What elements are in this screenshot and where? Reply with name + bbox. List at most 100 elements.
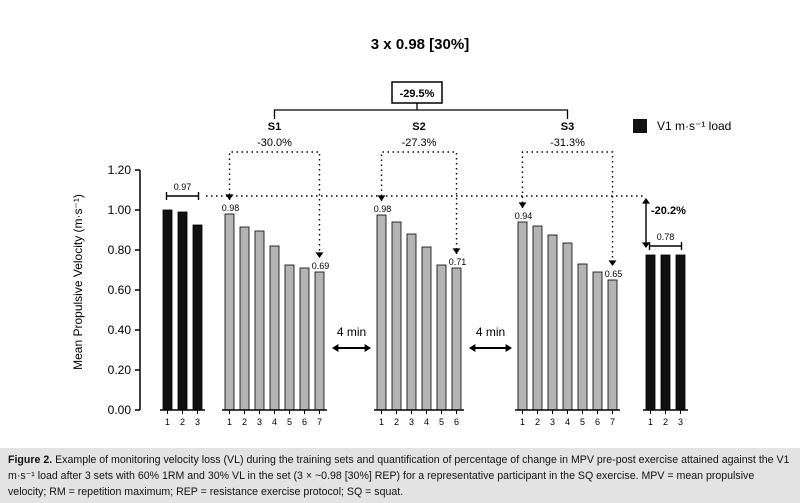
x-tick-label: 1 [165,417,170,427]
annotations-layer: S1 -30.0% 0.98 0.69 S2 -27.3% 0.98 0.71 S3 -31.3%… [165,103,686,352]
bar [314,271,325,411]
x-tick-label: 5 [439,417,444,427]
set-change-label: -30.0% [257,137,292,149]
bar [224,213,235,411]
arrow-head [505,344,512,352]
x-tick-label: 5 [287,417,292,427]
set-change-label: -31.3% [550,137,585,149]
bar [547,234,558,411]
x-tick-label: 5 [580,417,585,427]
legend-label: V1 m·s⁻¹ load [657,119,731,133]
x-tick-label: 2 [394,417,399,427]
bar [562,242,573,411]
arrow-head [642,198,650,204]
arrow-head [332,344,339,352]
bar [177,211,188,411]
bar [421,246,432,411]
first-rep-value: 0.98 [374,204,392,214]
arrow-head [315,252,324,258]
bar [517,221,528,411]
y-tick-label: 1.20 [108,163,132,177]
x-tick-label: 3 [195,417,200,427]
bar [577,263,588,411]
x-tick-label: 4 [272,417,277,427]
bar [406,233,417,411]
legend-swatch [633,119,647,133]
x-tick-label: 1 [227,417,232,427]
set-change-bracket [380,151,458,254]
x-tick-label: 4 [565,417,570,427]
bar [645,254,656,411]
y-tick-label: 0.20 [108,363,132,377]
bar [660,254,671,411]
mean-bracket [165,192,200,200]
x-tick-label: 7 [317,417,322,427]
x-tick-label: 6 [454,417,459,427]
first-rep-value: 0.94 [515,211,533,221]
bar [607,279,618,411]
x-tick-label: 3 [550,417,555,427]
bar [376,214,387,411]
x-tick-label: 2 [180,417,185,427]
bar [391,221,402,411]
x-tick-label: 6 [302,417,307,427]
mean-label: 0.78 [657,232,675,242]
x-tick-label: 1 [520,417,525,427]
set-label: S2 [412,121,425,133]
overall-bracket [273,109,569,119]
bar [269,245,280,411]
mean-bracket [648,242,683,250]
bar [532,225,543,411]
bar [675,254,686,411]
x-tick-label: 7 [610,417,615,427]
set-change-label: -27.3% [402,137,437,149]
x-tick-label: 1 [379,417,384,427]
caption-label: Figure 2. [8,454,53,466]
first-rep-value: 0.98 [222,203,240,213]
y-tick-label: 0.60 [108,283,132,297]
arrow-head [364,344,371,352]
set-change-bracket [228,151,321,258]
pre-post-change-label: -20.2% [651,205,686,217]
x-tick-label: 4 [424,417,429,427]
bar [162,209,173,411]
y-axis-label: Mean Propulsive Velocity (m·s⁻¹) [71,194,85,370]
arrow-head [642,242,650,248]
bar [239,226,250,411]
overall-change-label: -29.5% [400,88,435,100]
x-tick-label: 3 [409,417,414,427]
overall-change-box [391,81,443,104]
caption-text: Example of monitoring velocity loss (VL)… [8,454,790,498]
chart-title: 3 x 0.98 [30%] [371,36,469,53]
set-label: S3 [561,121,574,133]
velocity-chart: 3 x 0.98 [30%] 0.00 0.20 0.40 0.60 0.80 1.00 1… [71,36,731,427]
y-tick-label: 0.80 [108,243,132,257]
x-tick-label: 1 [648,417,653,427]
y-tick-label: 0.00 [108,403,132,417]
arrow-head [469,344,476,352]
x-tick-label: 3 [257,417,262,427]
mean-label: 0.97 [174,182,192,192]
bar [299,267,310,411]
rest-label: 4 min [337,325,366,339]
y-axis: 0.00 0.20 0.40 0.60 0.80 1.00 1.20 [108,163,141,417]
x-tick-label: 2 [663,417,668,427]
last-rep-value: 0.71 [449,257,467,267]
last-rep-value: 0.65 [605,269,623,279]
arrow-head [608,260,617,266]
arrow-head [225,194,234,200]
bar [192,224,203,411]
bar [436,264,447,411]
x-tick-label: 6 [595,417,600,427]
bar [592,271,603,411]
x-tick-label: 2 [535,417,540,427]
set-change-bracket [521,151,614,266]
bar [451,267,462,411]
